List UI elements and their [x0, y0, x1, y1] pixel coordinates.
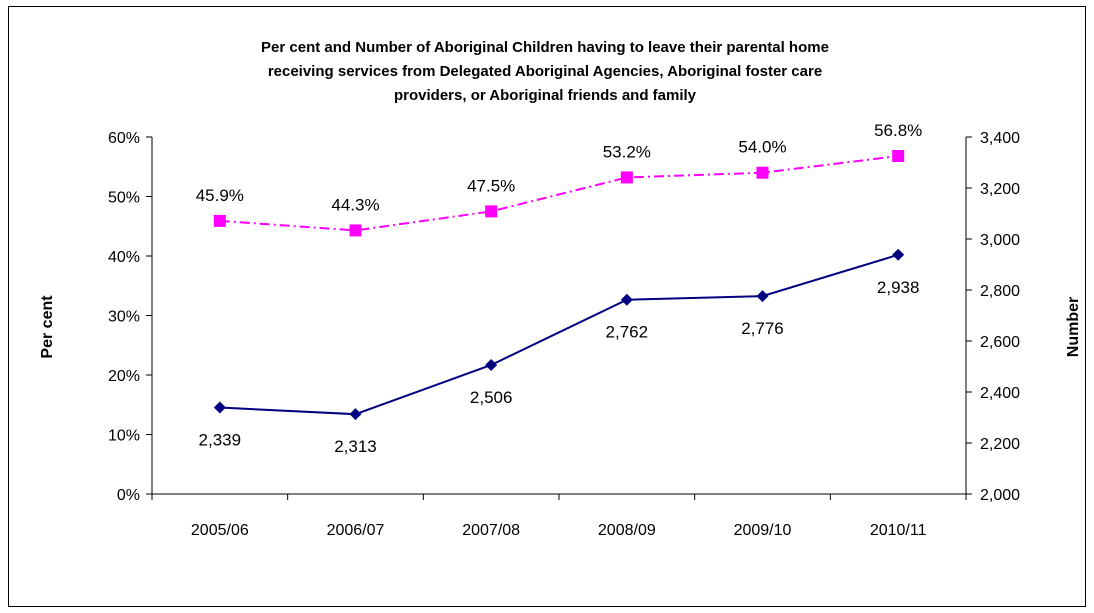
y-right-tick-label: 2,200: [980, 436, 1020, 453]
series-1-point: [620, 171, 633, 184]
series-1-data-label: 54.0%: [738, 138, 786, 157]
y-right-tick-label: 2,800: [980, 283, 1020, 300]
series-1-data-label: 53.2%: [603, 142, 651, 161]
series-2-data-label: 2,339: [199, 431, 242, 450]
series-2-data-label: 2,776: [741, 319, 784, 338]
series-2-point: [620, 293, 633, 306]
y-left-axis-title: Per cent: [39, 295, 56, 359]
series-1-point: [756, 166, 769, 179]
chart-title-line-1: Per cent and Number of Aboriginal Childr…: [261, 39, 829, 56]
series-2-data-label: 2,313: [334, 437, 377, 456]
x-tick-label: 2009/10: [734, 522, 792, 539]
series-layer: [213, 150, 905, 421]
chart-title: Per cent and Number of Aboriginal Childr…: [261, 39, 829, 104]
y-left-tick-label: 60%: [108, 130, 140, 147]
x-tick-label: 2006/07: [327, 522, 385, 539]
series-2-point: [213, 401, 226, 414]
y-right-tick-label: 3,400: [980, 130, 1020, 147]
y-left-tick-label: 10%: [108, 428, 140, 445]
series-line-2: [219, 253, 899, 416]
series-1-point: [349, 224, 362, 237]
y-right-tick-label: 3,000: [980, 232, 1020, 249]
y-left-tick-label: 0%: [117, 487, 140, 504]
x-tick-label: 2010/11: [870, 522, 927, 539]
data-labels: 45.9% 44.3% 47.5% 53.2% 54.0% 56.8% 2,339 2,313…: [196, 121, 923, 456]
y-left-tick-label: 40%: [108, 249, 140, 266]
y-left-tick-label: 20%: [108, 368, 140, 385]
y-left-tick-label: 30%: [108, 309, 140, 326]
chart-title-line-2: receiving services from Delegated Aborig…: [268, 63, 822, 80]
chart-title-line-3: providers, or Aboriginal friends and fam…: [394, 87, 697, 104]
series-1-point: [485, 205, 498, 218]
axes: [151, 137, 967, 495]
y-right-axis-title: Number: [1065, 297, 1082, 357]
x-tick-label: 2007/08: [462, 522, 520, 539]
ticks: 0% 10% 20% 30% 40% 50% 60% 2,000 2,200 2,400 2,600…: [108, 130, 1020, 539]
y-right-tick-label: 2,400: [980, 385, 1020, 402]
y-left-tick-label: 50%: [108, 190, 140, 207]
series-1-data-label: 56.8%: [874, 121, 922, 140]
series-2-point: [892, 248, 905, 261]
series-2-data-label: 2,938: [877, 278, 920, 297]
y-right-tick-label: 2,600: [980, 334, 1020, 351]
series-1-data-label: 45.9%: [196, 186, 244, 205]
series-2-data-label: 2,506: [470, 388, 513, 407]
x-tick-label: 2005/06: [191, 522, 249, 539]
series-2-point: [485, 358, 498, 371]
chart-frame: [8, 6, 1086, 607]
series-1-point: [892, 150, 905, 163]
series-2-point: [756, 290, 769, 303]
series-2-point: [349, 408, 362, 421]
x-tick-label: 2008/09: [598, 522, 656, 539]
series-1-point: [213, 214, 226, 227]
y-right-tick-label: 3,200: [980, 181, 1020, 198]
series-1-data-label: 44.3%: [331, 195, 379, 214]
series-1-data-label: 47.5%: [467, 176, 515, 195]
y-right-tick-label: 2,000: [980, 487, 1020, 504]
series-line-1: [219, 155, 899, 232]
series-2-data-label: 2,762: [606, 323, 649, 342]
